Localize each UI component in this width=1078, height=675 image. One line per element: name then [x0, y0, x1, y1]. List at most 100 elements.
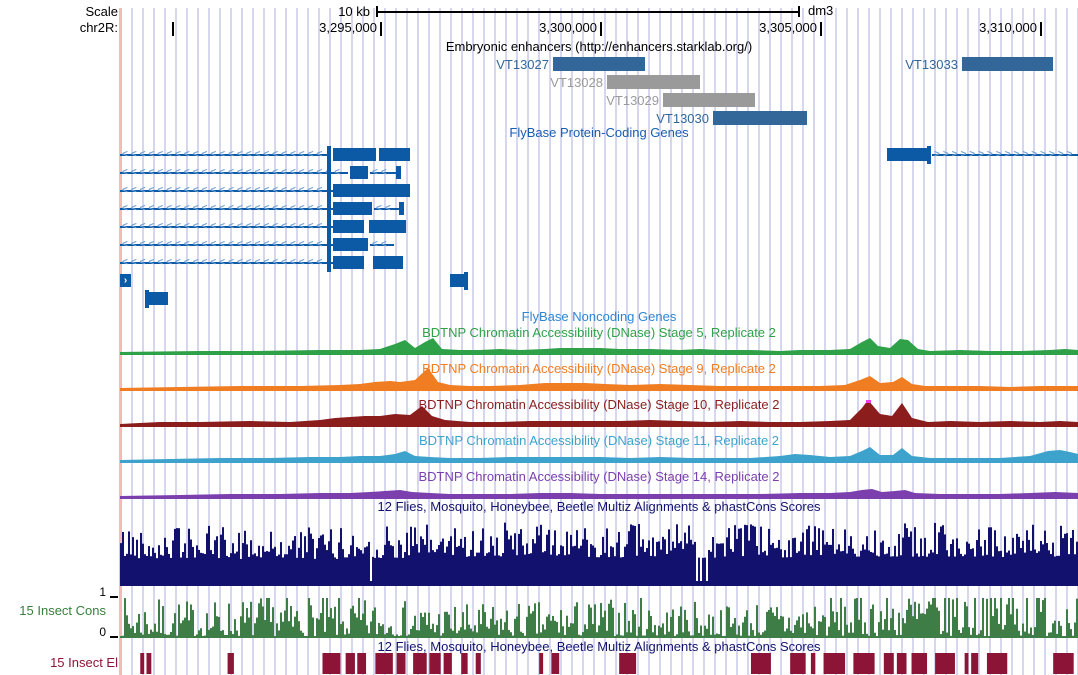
track-title-noncoding-genes[interactable]: FlyBase Noncoding Genes: [521, 309, 677, 324]
gene-exon: [333, 238, 368, 251]
enhancer-bar[interactable]: [553, 57, 645, 71]
ruler-tick-label: 3,310,000: [979, 20, 1037, 35]
gene-tall-exon: [145, 290, 149, 308]
gene-intron-line: [370, 244, 394, 246]
gene-strand-arrows: <<<<<<<<<<<<<<<<<<<<<<<: [122, 221, 326, 232]
track-title-enhancers[interactable]: Embryonic enhancers (http://enhancers.st…: [445, 39, 753, 54]
scale-row-label: Scale: [85, 4, 118, 19]
gene-strand-arrows: <<<<<<<<<<<<<<<<<<<<<<<: [122, 239, 326, 250]
ruler-tick: [820, 22, 822, 36]
gene-exon: [333, 220, 364, 233]
gene-intron-line: [374, 208, 399, 210]
track-title-dnase-stage10[interactable]: BDTNP Chromatin Accessibility (DNase) St…: [418, 397, 780, 412]
enhancer-label: VT13029: [606, 93, 659, 108]
enhancer-label: VT13030: [656, 111, 709, 126]
gene-strand-arrows: <<<<<<<<<<<<<<<<<<<<<<<<<: [122, 167, 343, 178]
gene-tall-exon: [327, 164, 331, 182]
gene-exon: [333, 148, 376, 161]
cons-axis-tick-top: [110, 596, 118, 598]
dnase-signal[interactable]: [120, 472, 1078, 502]
gene-exon: [350, 166, 368, 179]
ruler-tick-label: 3,295,000: [319, 20, 377, 35]
gene-intron-line: [120, 226, 334, 228]
gene-tall-exon: [327, 236, 331, 254]
gene-tall-exon: [327, 182, 331, 200]
enhancer-label: VT13033: [905, 57, 958, 72]
enhancer-label: VT13027: [496, 57, 549, 72]
gene-strand-arrows: <<: [372, 167, 390, 178]
gene-intron-line: [932, 154, 1078, 156]
ruler-tick: [1040, 22, 1042, 36]
track-title-dnase-stage11[interactable]: BDTNP Chromatin Accessibility (DNase) St…: [418, 433, 780, 448]
cons-axis-min-label: 0: [99, 625, 106, 639]
gene-tall-exon: [327, 200, 331, 218]
gene-exon: [887, 148, 929, 161]
gene-intron-line: [120, 262, 334, 264]
gene-strand-arrows: <<<<<<<<<<<<<<<<<<<<<<<: [122, 185, 326, 196]
ruler-tick: [380, 22, 382, 36]
ruler-tick: [172, 22, 174, 36]
gene-exon: ›: [120, 274, 131, 287]
ruler-tick-label: 3,300,000: [539, 20, 597, 35]
elements-track-label[interactable]: 15 Insect El: [50, 655, 118, 670]
gene-intron-line: [120, 208, 334, 210]
gene-tall-exon: [927, 146, 931, 164]
gene-strand-arrows: <<<<<<<<<<<<<<<<<<<<<<<: [122, 203, 326, 214]
enhancer-bar[interactable]: [607, 75, 700, 89]
enhancer-label: VT13028: [550, 75, 603, 90]
gene-strand-arrows: <<: [376, 203, 394, 214]
scale-bar-right-tick: [798, 6, 800, 17]
gene-exon: [450, 274, 464, 287]
dnase-signal[interactable]: [120, 400, 1078, 430]
track-title-dnase-stage5[interactable]: BDTNP Chromatin Accessibility (DNase) St…: [422, 325, 776, 340]
gene-intron-line: [370, 172, 396, 174]
gene-exon: [333, 202, 372, 215]
dnase-signal[interactable]: [120, 328, 1078, 358]
gene-exon: [333, 184, 410, 197]
gene-exon: [396, 166, 401, 179]
dnase-signal[interactable]: [120, 364, 1078, 394]
gene-tall-exon: [327, 254, 331, 272]
gene-exon: [369, 220, 406, 233]
cons-axis-max-label: 1: [99, 585, 106, 599]
gene-intron-line: [120, 172, 348, 174]
gene-exon: [149, 292, 168, 305]
gene-exon: [379, 148, 410, 161]
scale-bar-left-tick: [376, 6, 378, 17]
gene-strand-arrows: <<<<<<<<<<<<<<<<<<<<<<<: [122, 257, 326, 268]
window-start-marker: [119, 8, 122, 675]
gene-tall-exon: [327, 218, 331, 236]
enhancer-bar[interactable]: [713, 111, 807, 125]
track-title-multiz-2[interactable]: 12 Flies, Mosquito, Honeybee, Beetle Mul…: [377, 639, 821, 654]
track-title-multiz[interactable]: 12 Flies, Mosquito, Honeybee, Beetle Mul…: [377, 499, 821, 514]
assembly-label: dm3: [808, 3, 834, 18]
phastcons-track[interactable]: [120, 598, 1078, 638]
chromosome-label: chr2R:: [79, 20, 118, 35]
enhancer-bar[interactable]: [962, 57, 1053, 71]
track-title-dnase-stage9[interactable]: BDTNP Chromatin Accessibility (DNase) St…: [422, 361, 776, 376]
gene-tall-exon: [327, 146, 331, 164]
track-title-coding-genes[interactable]: FlyBase Protein-Coding Genes: [509, 125, 689, 140]
gene-tall-exon: [464, 272, 468, 290]
gene-intron-line: [120, 154, 330, 156]
ruler-tick-label: 3,305,000: [759, 20, 817, 35]
conserved-elements-track[interactable]: [120, 653, 1078, 674]
cons-axis-tick-bottom: [110, 636, 118, 638]
gene-exon: [399, 202, 404, 215]
ruler-tick: [600, 22, 602, 36]
enhancer-bar[interactable]: [663, 93, 755, 107]
gene-strand-arrows: >>>>>>>>>>>>>>>>: [934, 149, 1076, 160]
multiz-conservation-track[interactable]: [120, 516, 1078, 586]
gene-strand-arrows: <<<<<<<<<<<<<<<<<<<<<<<: [122, 149, 326, 160]
gene-exon: [373, 256, 403, 269]
gene-exon: [333, 256, 364, 269]
gene-intron-line: [120, 244, 334, 246]
gene-strand-arrows: <<: [372, 239, 390, 250]
scale-value: 10 kb: [338, 4, 370, 19]
cons-track-label[interactable]: 15 Insect Cons: [19, 603, 106, 618]
dnase-signal[interactable]: [120, 436, 1078, 466]
scale-bar: [376, 11, 800, 13]
track-title-dnase-stage14[interactable]: BDTNP Chromatin Accessibility (DNase) St…: [418, 469, 780, 484]
gene-intron-line: [120, 190, 334, 192]
